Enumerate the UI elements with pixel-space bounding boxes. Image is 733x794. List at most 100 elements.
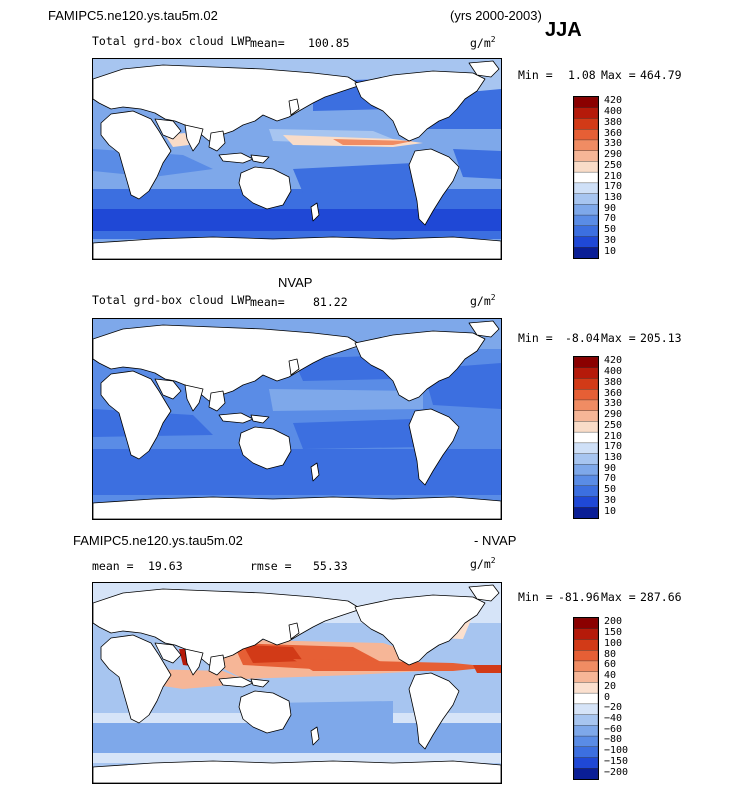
colorbar-swatch bbox=[574, 639, 598, 651]
colorbar-swatch bbox=[574, 692, 598, 705]
colorbar-tick-label: −150 bbox=[604, 755, 629, 767]
colorbar-tick-label: 30 bbox=[604, 494, 617, 506]
land-mass bbox=[310, 202, 320, 222]
land-mass bbox=[184, 124, 204, 152]
land-mass bbox=[93, 760, 501, 783]
panel3-max-value: 287.66 bbox=[640, 590, 682, 604]
land-mass bbox=[208, 130, 226, 152]
colorbar-tick-label: 80 bbox=[604, 648, 617, 660]
colorbar-tick-label: 170 bbox=[604, 181, 623, 193]
land-mass bbox=[354, 70, 486, 142]
panel1-mean-label: mean= bbox=[250, 36, 285, 50]
colorbar-swatch bbox=[574, 107, 598, 120]
colorbar-swatch bbox=[574, 660, 598, 673]
colorbar-model bbox=[573, 96, 599, 259]
colorbar-swatch bbox=[574, 507, 598, 518]
land-mass bbox=[250, 154, 270, 164]
field-contour bbox=[293, 419, 423, 449]
map-model bbox=[92, 58, 502, 260]
field-contour bbox=[293, 659, 493, 671]
field-contour bbox=[333, 139, 413, 145]
colorbar-swatch bbox=[574, 204, 598, 216]
colorbar-swatch bbox=[574, 628, 598, 641]
panel3-title-left: FAMIPC5.ne120.ys.tau5m.02 bbox=[73, 533, 243, 548]
colorbar-tick-label: 170 bbox=[604, 441, 623, 453]
land-mass bbox=[208, 654, 226, 676]
colorbar-swatch bbox=[574, 150, 598, 163]
colorbar-swatch bbox=[574, 735, 598, 748]
colorbar-tick-label: 100 bbox=[604, 637, 623, 649]
colorbar-tick-label: 90 bbox=[604, 202, 617, 214]
colorbar-tick-label: 250 bbox=[604, 419, 623, 431]
field-contour bbox=[269, 389, 423, 411]
colorbar-swatch bbox=[574, 453, 598, 466]
panel3-units: g/m2 bbox=[470, 556, 496, 571]
colorbar-swatch bbox=[574, 725, 598, 737]
colorbar-tick-label: 380 bbox=[604, 116, 623, 128]
panel2-max-value: 205.13 bbox=[640, 331, 682, 345]
panel1-min-label: Min = bbox=[518, 68, 553, 82]
colorbar-swatch bbox=[574, 161, 598, 173]
panel1-min-value: 1.08 bbox=[568, 68, 596, 82]
colorbar-swatch bbox=[574, 357, 598, 369]
colorbar-tick-label: 70 bbox=[604, 213, 617, 225]
colorbar-tick-label: 360 bbox=[604, 127, 623, 139]
map-diff bbox=[92, 582, 502, 784]
land-mass bbox=[93, 588, 362, 666]
land-mass bbox=[468, 320, 500, 338]
colorbar-tick-label: 420 bbox=[604, 355, 623, 367]
land-mass bbox=[93, 324, 362, 402]
years-label: (yrs 2000-2003) bbox=[450, 8, 542, 23]
colorbar-tick-label: 50 bbox=[604, 224, 617, 236]
panel3-min-label: Min = bbox=[518, 590, 553, 604]
panel1-mean-value: 100.85 bbox=[308, 36, 350, 50]
colorbar-tick-label: 10 bbox=[604, 505, 617, 517]
field-contour bbox=[269, 701, 393, 733]
colorbar-swatch bbox=[574, 139, 598, 152]
land-mass bbox=[288, 98, 300, 116]
panel2-mean-value: 81.22 bbox=[313, 295, 348, 309]
colorbar-swatch bbox=[574, 399, 598, 412]
colorbar-swatch bbox=[574, 378, 598, 390]
colorbar-tick-label: 0 bbox=[604, 691, 611, 703]
land-mass bbox=[468, 60, 500, 78]
colorbar-swatch bbox=[574, 97, 598, 109]
panel2-min-label: Min = bbox=[518, 331, 553, 345]
colorbar-swatch bbox=[574, 421, 598, 433]
panel3-min-value: -81.96 bbox=[558, 590, 600, 604]
colorbar-tick-label: 130 bbox=[604, 192, 623, 203]
colorbar-tick-label: 200 bbox=[604, 616, 623, 628]
colorbar-tick-label: −20 bbox=[604, 702, 623, 714]
colorbar-tick-label: 420 bbox=[604, 95, 623, 107]
land-mass bbox=[218, 676, 254, 688]
colorbar-swatch bbox=[574, 214, 598, 227]
land-mass bbox=[238, 426, 292, 470]
colorbar-tick-label: −60 bbox=[604, 723, 623, 735]
colorbar-tick-label: 380 bbox=[604, 376, 623, 388]
land-mass bbox=[408, 148, 460, 226]
colorbar-tick-label: 10 bbox=[604, 245, 617, 257]
colorbar-swatch bbox=[574, 171, 598, 184]
land-mass bbox=[184, 648, 204, 676]
colorbar-swatch bbox=[574, 714, 598, 727]
colorbar-tick-label: −40 bbox=[604, 713, 623, 724]
colorbar-diff bbox=[573, 617, 599, 780]
land-mass bbox=[208, 390, 226, 412]
field-contour bbox=[473, 665, 501, 673]
field-contour bbox=[93, 209, 501, 231]
land-mass bbox=[250, 414, 270, 424]
colorbar-tick-label: 210 bbox=[604, 430, 623, 442]
land-mass bbox=[218, 152, 254, 164]
colorbar-tick-label: 130 bbox=[604, 452, 623, 463]
colorbar-tick-label: 360 bbox=[604, 387, 623, 399]
colorbar-swatch bbox=[574, 442, 598, 455]
map-nvap bbox=[92, 318, 502, 520]
panel1-max-value: 464.79 bbox=[640, 68, 682, 82]
colorbar-swatch bbox=[574, 464, 598, 476]
colorbar-tick-label: 90 bbox=[604, 462, 617, 474]
land-mass bbox=[93, 236, 501, 259]
colorbar-swatch bbox=[574, 118, 598, 130]
land-mass bbox=[288, 622, 300, 640]
colorbar-tick-label: 290 bbox=[604, 409, 623, 420]
land-mass bbox=[154, 118, 182, 140]
